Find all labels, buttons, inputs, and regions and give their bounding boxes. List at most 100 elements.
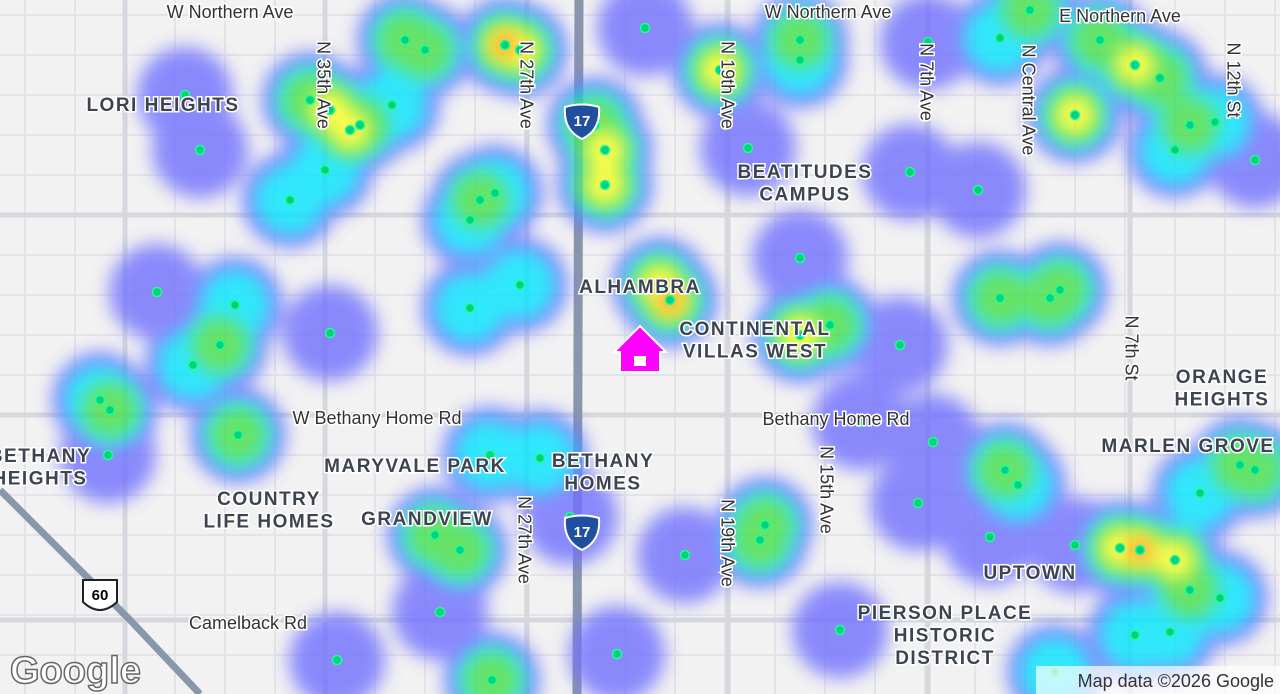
heat-point — [331, 654, 343, 666]
heat-point — [794, 329, 806, 341]
street-label: N Central Ave — [1018, 45, 1038, 156]
neighborhood-label: DISTRICT — [895, 648, 995, 669]
heat-point — [324, 327, 336, 339]
neighborhood-label: ALHAMBRA — [579, 277, 701, 298]
heat-point — [232, 429, 244, 441]
heat-point — [187, 359, 199, 371]
heat-point — [534, 452, 546, 464]
heat-point — [599, 179, 611, 191]
home-marker — [611, 324, 669, 373]
heat-point — [1214, 592, 1226, 604]
heat-point — [434, 606, 446, 618]
interstate-shield — [563, 514, 601, 552]
heat-point — [1194, 487, 1206, 499]
heat-point — [1069, 109, 1081, 121]
heat-point — [104, 404, 116, 416]
neighborhood-label: LORI HEIGHTS — [86, 95, 239, 116]
street-label: Camelback Rd — [189, 613, 307, 633]
heat-point — [894, 339, 906, 351]
heat-point — [464, 214, 476, 226]
heat-point — [714, 64, 726, 76]
street-label: W Northern Ave — [167, 2, 294, 22]
heat-point — [972, 184, 984, 196]
heat-point — [429, 529, 441, 541]
neighborhood-label: HOMES — [564, 474, 641, 495]
street-label: W Northern Ave — [765, 2, 892, 22]
street-label: N 19th Ave — [717, 499, 737, 587]
street-label: E Northern Ave — [1059, 6, 1181, 26]
neighborhood-label: BETHANY — [0, 446, 91, 467]
heat-point — [474, 194, 486, 206]
heat-point — [664, 294, 676, 306]
heat-point — [654, 279, 666, 291]
heat-point — [754, 534, 766, 546]
street-label: N 27th Ave — [516, 41, 536, 129]
heat-point — [1012, 479, 1024, 491]
heat-point — [1184, 119, 1196, 131]
neighborhood-label: BETHANY — [552, 451, 654, 472]
street-label: N 7th Ave — [916, 43, 936, 121]
heat-point — [824, 319, 836, 331]
neighborhood-label: CONTINENTAL — [679, 319, 830, 340]
neighborhood-label: CAMPUS — [759, 185, 850, 206]
neighborhood-label: UPTOWN — [983, 563, 1076, 584]
heat-point — [639, 22, 651, 34]
neighborhood-label: MARYVALE PARK — [324, 456, 506, 477]
heat-point — [1164, 626, 1176, 638]
neighborhood-label: ORANGE — [1176, 367, 1268, 388]
heat-point — [489, 187, 501, 199]
heat-point — [1209, 116, 1221, 128]
street-label: Bethany Home Rd — [762, 409, 909, 429]
heat-point — [354, 119, 366, 131]
heat-point — [834, 624, 846, 636]
heat-point — [344, 124, 356, 136]
heat-point — [759, 519, 771, 531]
interstate-shield — [563, 103, 601, 141]
heat-point — [386, 99, 398, 111]
heat-point — [319, 164, 331, 176]
heat-point — [151, 286, 163, 298]
heat-point — [514, 44, 526, 56]
heat-point — [912, 497, 924, 509]
heat-point — [399, 34, 411, 46]
heat-point — [1249, 464, 1261, 476]
heat-point — [1094, 34, 1106, 46]
heat-point — [927, 436, 939, 448]
heat-point — [179, 89, 191, 101]
heat-point — [1234, 459, 1246, 471]
shield-number: 17 — [574, 113, 591, 130]
neighborhood-label: COUNTRY — [217, 489, 321, 510]
heat-point — [284, 194, 296, 206]
heat-point — [214, 339, 226, 351]
heat-point — [324, 104, 336, 116]
neighborhood-label: MARLEN GROVE — [1101, 436, 1274, 457]
neighborhood-label: GRANDVIEW — [361, 509, 493, 530]
heat-point — [486, 674, 498, 686]
heat-point — [1169, 554, 1181, 566]
heat-point — [194, 144, 206, 156]
heatmap — [52, 0, 1280, 694]
heat-point — [1249, 154, 1261, 166]
heat-point — [1054, 284, 1066, 296]
heat-point — [1114, 542, 1126, 554]
street-label: N 27th Ave — [514, 496, 534, 584]
heat-points — [94, 4, 1261, 686]
us-shield — [82, 579, 118, 611]
heat-point — [419, 44, 431, 56]
heat-point — [1069, 539, 1081, 551]
google-logo: Google — [10, 650, 141, 692]
heat-point — [484, 449, 496, 461]
heat-point — [454, 544, 466, 556]
heat-point — [794, 252, 806, 264]
neighborhood-label: PIERSON PLACE — [858, 603, 1033, 624]
heat-point — [1129, 629, 1141, 641]
heat-point — [794, 54, 806, 66]
neighborhood-label: HEIGHTS — [0, 469, 87, 490]
heat-point — [229, 299, 241, 311]
heat-point — [854, 416, 866, 428]
neighborhood-label: HISTORIC — [894, 626, 996, 647]
street-label: N 19th Ave — [717, 41, 737, 129]
neighborhood-label: VILLAS WEST — [683, 342, 827, 363]
